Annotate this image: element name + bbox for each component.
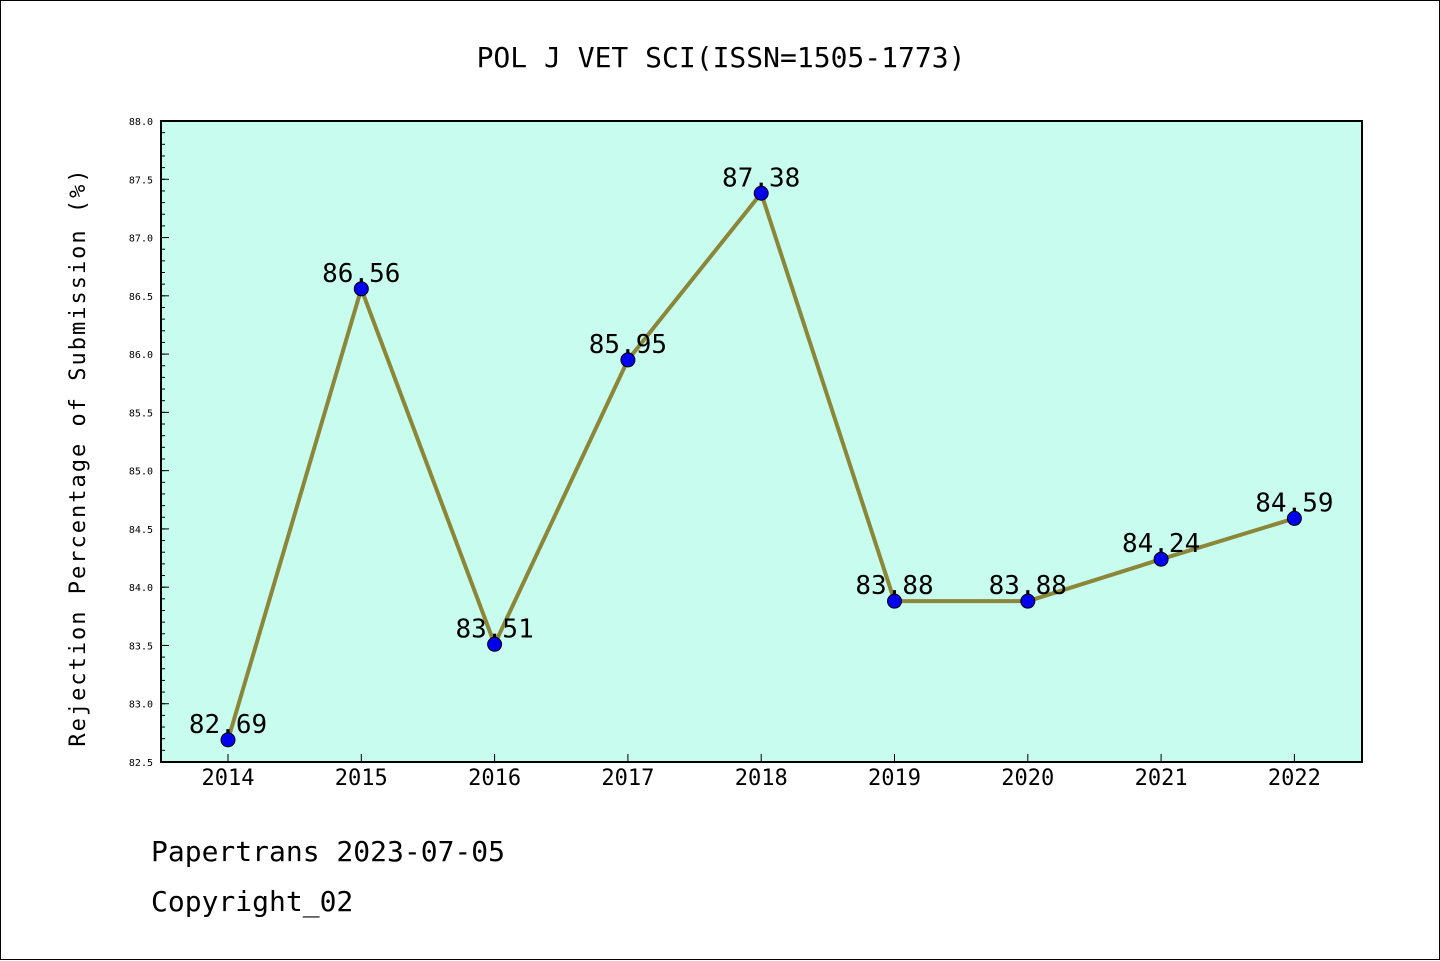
data-label: 86.56	[322, 259, 400, 289]
data-point	[1286, 510, 1302, 526]
data-point	[220, 732, 236, 748]
x-tick-label: 2014	[202, 766, 255, 791]
y-tick-label: 88.0	[129, 117, 153, 128]
y-tick-label: 83.5	[129, 641, 153, 652]
series-group	[220, 185, 1302, 748]
y-tick-label: 86.5	[129, 292, 153, 303]
y-tick-label: 86.0	[129, 350, 153, 361]
y-tick-label: 82.5	[129, 758, 153, 769]
y-axis: 82.5 83.0 83.5 84.0 84.5 85.0 85.5 86.0 86.5 87.0…	[129, 117, 169, 769]
y-tick-label: 87.0	[129, 234, 153, 245]
y-tick-label: 87.5	[129, 175, 153, 186]
data-label: 83.88	[989, 571, 1067, 601]
data-point	[620, 352, 636, 368]
x-axis: 2014 2015 2016 2017 2018 2019 2020 2021 2022	[202, 754, 1321, 791]
data-point	[1153, 551, 1169, 567]
x-tick-label: 2021	[1135, 766, 1188, 791]
plot-border	[160, 120, 1363, 763]
data-label: 83.51	[455, 614, 533, 644]
data-point	[753, 185, 769, 201]
x-tick-label: 2019	[868, 766, 921, 791]
data-labels-group: 82.69 86.56 83.51 85.95 87.38 83.88 83.88 84.24…	[189, 163, 1334, 740]
data-point	[353, 281, 369, 297]
x-tick-label: 2015	[335, 766, 388, 791]
data-label: 84.24	[1122, 529, 1200, 559]
footer-source: Papertrans 2023-07-05	[151, 835, 506, 868]
plot-area	[161, 121, 1362, 762]
data-label: 85.95	[589, 330, 667, 360]
y-tick-label: 85.5	[129, 408, 153, 419]
x-tick-label: 2016	[468, 766, 521, 791]
y-tick-label: 84.5	[129, 525, 153, 536]
y-tick-label: 83.0	[129, 700, 153, 711]
y-tick-label: 84.0	[129, 583, 153, 594]
y-tick-label: 85.0	[129, 467, 153, 478]
x-tick-label: 2017	[601, 766, 654, 791]
x-tick-label: 2018	[735, 766, 788, 791]
data-label: 84.59	[1255, 488, 1333, 518]
data-label: 87.38	[722, 163, 800, 193]
y-axis-label: Rejection Percentage of Submission (%)	[66, 167, 91, 746]
x-tick-label: 2022	[1268, 766, 1321, 791]
footer-copyright: Copyright_02	[151, 885, 354, 918]
chart-title: POL J VET SCI(ISSN=1505-1773)	[477, 41, 966, 74]
data-label: 82.69	[189, 710, 267, 740]
data-point	[487, 636, 503, 652]
data-label: 83.88	[855, 571, 933, 601]
data-point	[887, 593, 902, 609]
x-tick-label: 2020	[1001, 766, 1054, 791]
data-point	[1020, 593, 1036, 609]
